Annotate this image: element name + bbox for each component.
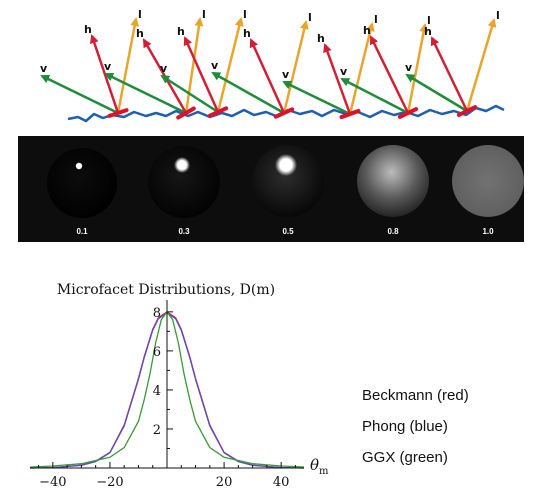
- y-tick-label: 6: [153, 345, 161, 360]
- axis-layer: −40 −20 20 40 2 4 6 8 θm: [30, 300, 329, 490]
- view-vector-label: v: [211, 59, 219, 72]
- view-vector-arrow: [160, 74, 219, 114]
- light-vector-label: l: [138, 8, 142, 21]
- microfacet-segment: [273, 107, 295, 119]
- x-tick-label: 40: [273, 475, 290, 490]
- light-vector-arrow: [348, 22, 375, 115]
- view-vector-arrow: [104, 72, 187, 115]
- view-vector-label: v: [40, 62, 48, 75]
- half-vector-label: h: [177, 25, 185, 38]
- microfacet-segment: [107, 108, 129, 118]
- half-vector-arrow: [183, 36, 220, 113]
- view-vector-arrow: [340, 77, 409, 115]
- half-vector-arrow: [323, 43, 352, 115]
- light-vector-label: l: [308, 11, 312, 24]
- microfacet-vectors: lhv: [282, 13, 378, 120]
- light-vector-label: l: [496, 9, 500, 22]
- light-vector-arrow: [184, 17, 204, 114]
- roughness-sphere-strip: 0.1 0.3 0.5 0.8 1.0: [18, 136, 524, 242]
- light-vector-label: l: [202, 8, 206, 21]
- roughness-label: 1.0: [482, 227, 494, 236]
- sphere-roughness-0.3: [148, 146, 220, 218]
- microfacet-segment: [207, 106, 229, 118]
- y-tick-label: 8: [153, 306, 161, 321]
- roughness-label: 0.1: [76, 227, 88, 236]
- light-vector-arrow: [465, 18, 497, 112]
- half-vector-label: h: [424, 25, 432, 38]
- half-vector-arrow: [369, 35, 410, 114]
- microfacet-segment: [339, 108, 361, 120]
- microfacet-vectors: l h v: [160, 8, 247, 118]
- sphere-roughness-0.1: [47, 148, 117, 218]
- light-vector-label: l: [243, 8, 247, 21]
- half-vector-label: h: [136, 27, 144, 40]
- light-vector-label: l: [427, 14, 431, 27]
- view-vector-label: v: [282, 68, 290, 81]
- light-vector-arrow: [282, 20, 309, 114]
- x-tick-label: −20: [96, 475, 123, 490]
- half-vector-label: h: [317, 32, 325, 45]
- view-vector-label: v: [160, 62, 168, 75]
- y-tick-label: 2: [153, 423, 161, 438]
- microfacet-vectors: lhv: [405, 9, 500, 117]
- sphere-roughness-0.5: [252, 145, 324, 217]
- microfacet-segment: [456, 105, 478, 117]
- view-vector-label: v: [104, 60, 112, 73]
- light-vector-label: l: [374, 13, 378, 26]
- microfacet-segment: [397, 107, 419, 119]
- half-vector-label: h: [243, 27, 251, 40]
- legend-item-beckmann: Beckmann (red): [362, 387, 469, 404]
- view-vector-arrow: [40, 74, 119, 115]
- view-vector-label: v: [405, 61, 413, 74]
- roughness-label: 0.8: [387, 227, 399, 236]
- legend-item-ggx: GGX (green): [362, 449, 448, 466]
- roughness-label: 0.3: [178, 227, 190, 236]
- light-vector-arrow: [116, 17, 140, 114]
- light-vector-arrow: [406, 23, 429, 114]
- roughness-label: 0.5: [282, 227, 294, 236]
- microfacet-segment: [176, 106, 196, 120]
- chart-title: Microfacet Distributions, D(m): [57, 282, 275, 298]
- sphere-roughness-0.8: [357, 145, 429, 217]
- x-axis-label: θm: [310, 456, 329, 477]
- view-vector-arrow: [211, 71, 285, 115]
- y-tick-label: 4: [153, 384, 161, 399]
- half-vector-arrow: [430, 36, 469, 112]
- light-vector-arrow: [216, 17, 244, 113]
- microfacet-vectors: lhv: [40, 8, 142, 118]
- microfacet-vectors: lhv: [340, 14, 431, 119]
- view-vector-arrow: [282, 80, 351, 116]
- legend-item-phong: Phong (blue): [362, 418, 448, 435]
- view-vector-arrow: [405, 73, 468, 113]
- half-vector-label: h: [84, 23, 92, 36]
- view-vector-label: v: [340, 65, 348, 78]
- x-tick-label: 20: [216, 475, 233, 490]
- half-vector-arrow: [249, 38, 286, 114]
- half-vector-label: h: [363, 24, 371, 37]
- microfacet-vectors: lhv: [211, 11, 312, 119]
- distribution-chart: Microfacet Distributions, D(m) −40 −20 20 4…: [29, 282, 329, 490]
- x-tick-label: −40: [39, 475, 66, 490]
- sphere-roughness-1.0: [452, 145, 524, 217]
